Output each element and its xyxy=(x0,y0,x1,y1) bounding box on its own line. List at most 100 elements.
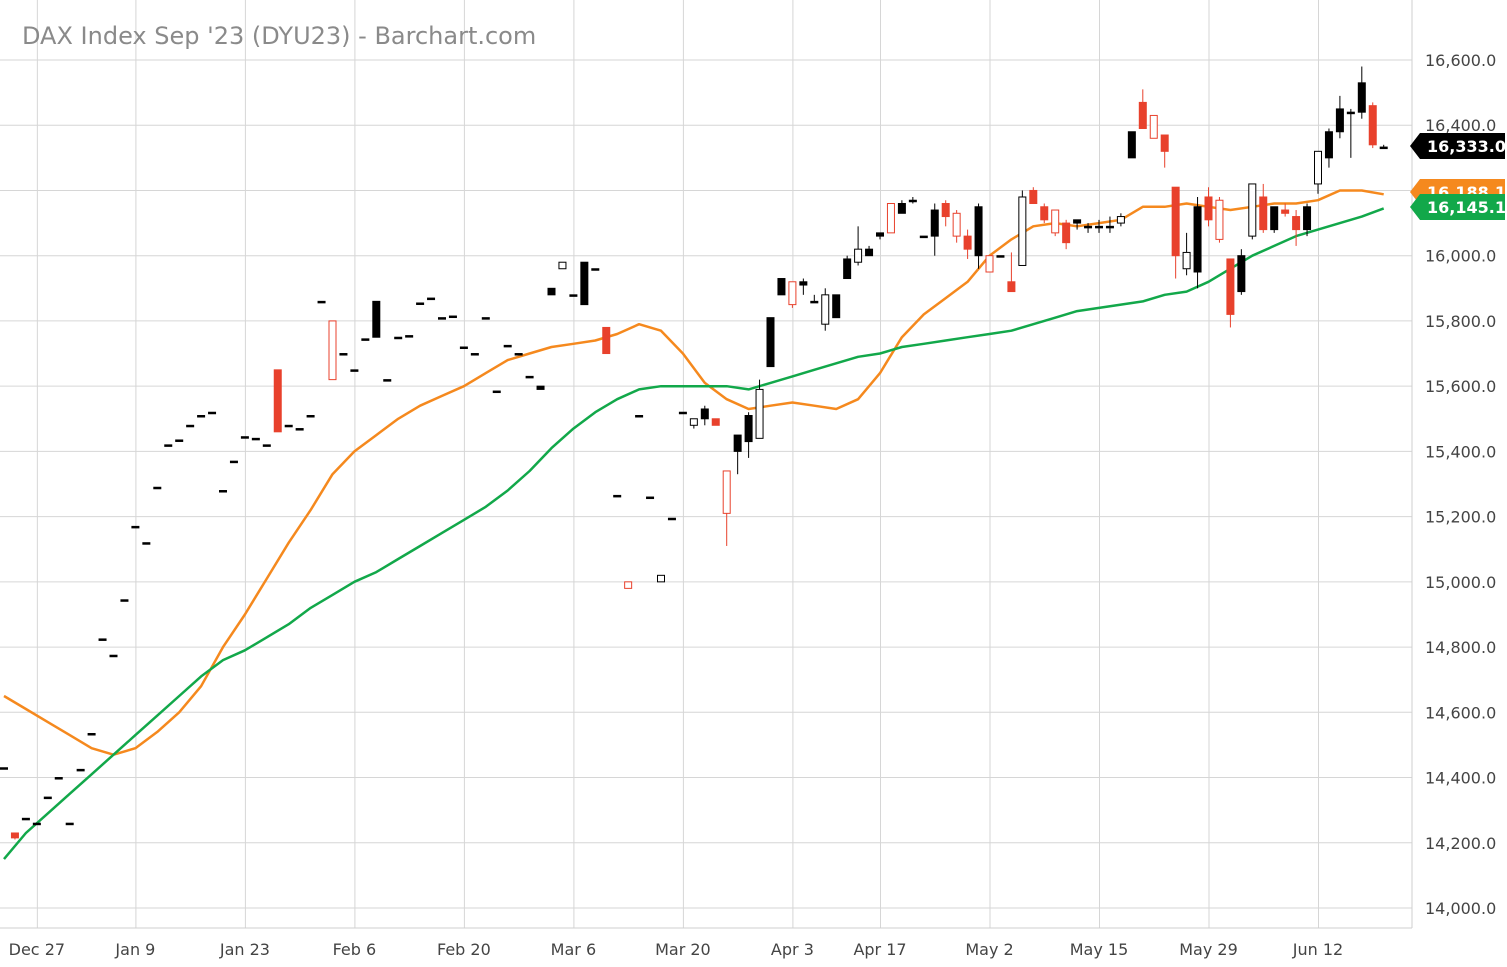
candle-body xyxy=(251,437,260,441)
candlestick xyxy=(941,200,950,227)
candle-body xyxy=(733,434,742,452)
candlestick xyxy=(21,817,30,821)
candle-body xyxy=(65,822,74,826)
candlestick xyxy=(76,768,85,772)
candle-body xyxy=(1029,189,1038,205)
badge-shape xyxy=(1410,133,1505,159)
candle-body xyxy=(1379,146,1388,150)
candlestick xyxy=(996,255,1005,258)
candle-body xyxy=(1215,199,1224,240)
candlestick xyxy=(1171,186,1180,279)
candle-body xyxy=(219,490,227,493)
candlestick xyxy=(514,353,523,356)
candlestick xyxy=(700,405,709,426)
candle-body xyxy=(339,353,348,356)
candlestick xyxy=(197,415,206,418)
candle-body xyxy=(1105,225,1114,229)
candle-body xyxy=(1193,206,1202,273)
candle-body xyxy=(87,733,96,736)
candle-body xyxy=(1062,222,1071,244)
badge-value: 16,333.0 xyxy=(1427,137,1506,156)
candle-body xyxy=(481,317,490,320)
candle-body xyxy=(459,346,468,350)
candlestick xyxy=(1303,203,1312,237)
candlestick xyxy=(591,268,600,271)
candlestick xyxy=(1357,66,1366,119)
candle-body xyxy=(1226,258,1235,315)
candlestick xyxy=(886,203,895,234)
candle-body xyxy=(700,408,709,420)
candlestick xyxy=(1204,187,1213,227)
candlestick xyxy=(427,297,436,301)
candle-body xyxy=(1314,150,1322,185)
candlestick xyxy=(0,767,8,770)
candle-body xyxy=(372,300,381,338)
candle-body xyxy=(1018,196,1027,266)
candlestick xyxy=(1346,108,1355,158)
candlestick xyxy=(1105,216,1114,233)
y-tick-label: 15,000.0 xyxy=(1425,573,1496,592)
candlestick xyxy=(678,411,687,415)
candle-body xyxy=(777,278,786,296)
candle-body xyxy=(996,255,1005,258)
candle-body xyxy=(284,424,293,428)
candlestick xyxy=(580,261,589,306)
x-tick-label: May 2 xyxy=(965,940,1013,959)
candlestick xyxy=(1073,219,1082,230)
candle-body xyxy=(229,460,238,464)
candle-body xyxy=(1138,101,1147,129)
candle-body xyxy=(766,317,775,368)
gridlines xyxy=(0,0,1413,929)
candle-body xyxy=(164,444,173,447)
candle-body xyxy=(985,255,994,273)
candlestick xyxy=(120,599,129,602)
y-tick-label: 14,800.0 xyxy=(1425,638,1496,657)
candlestick xyxy=(766,317,775,368)
candlestick xyxy=(295,428,304,431)
candlestick xyxy=(558,261,567,270)
candlestick xyxy=(897,200,906,214)
candle-body xyxy=(952,212,961,237)
candle-body xyxy=(602,326,611,355)
candle-body xyxy=(974,206,983,257)
candle-body xyxy=(54,777,63,780)
x-tick-label: Jan 9 xyxy=(114,940,155,959)
candle-body xyxy=(1292,216,1301,231)
candle-body xyxy=(711,418,720,426)
candlestick xyxy=(109,654,118,658)
x-tick-label: May 15 xyxy=(1070,940,1129,959)
candlestick xyxy=(667,517,676,521)
y-tick-label: 15,400.0 xyxy=(1425,442,1496,461)
x-tick-label: Mar 6 xyxy=(551,940,596,959)
candle-body xyxy=(43,796,52,800)
y-tick-label: 16,400.0 xyxy=(1425,116,1496,135)
candlestick xyxy=(470,353,479,356)
candlestick xyxy=(1007,252,1016,293)
candlestick xyxy=(876,232,884,240)
candlestick xyxy=(153,486,162,490)
candlestick xyxy=(1160,134,1169,168)
candle-body xyxy=(1259,196,1268,231)
candle-body xyxy=(197,415,206,418)
candlestick xyxy=(164,444,173,447)
candlestick xyxy=(1226,258,1235,328)
candle-body xyxy=(1051,209,1060,234)
candle-body xyxy=(1073,219,1082,224)
candlestick xyxy=(613,494,622,498)
moving-average-fast-line xyxy=(3,189,1384,756)
candle-body xyxy=(558,261,567,270)
candle-body xyxy=(854,248,863,263)
candle-body xyxy=(394,336,403,340)
candlestick xyxy=(821,288,830,331)
candle-body xyxy=(1084,225,1093,229)
y-tick-label: 15,800.0 xyxy=(1425,312,1496,331)
candle-body xyxy=(10,832,19,839)
candlestick xyxy=(32,822,41,826)
candlestick xyxy=(1335,95,1344,139)
candlestick xyxy=(459,346,468,350)
candle-body xyxy=(1149,114,1158,139)
candlestick xyxy=(251,437,260,441)
candle-body xyxy=(240,436,249,439)
candlestick xyxy=(240,436,249,439)
